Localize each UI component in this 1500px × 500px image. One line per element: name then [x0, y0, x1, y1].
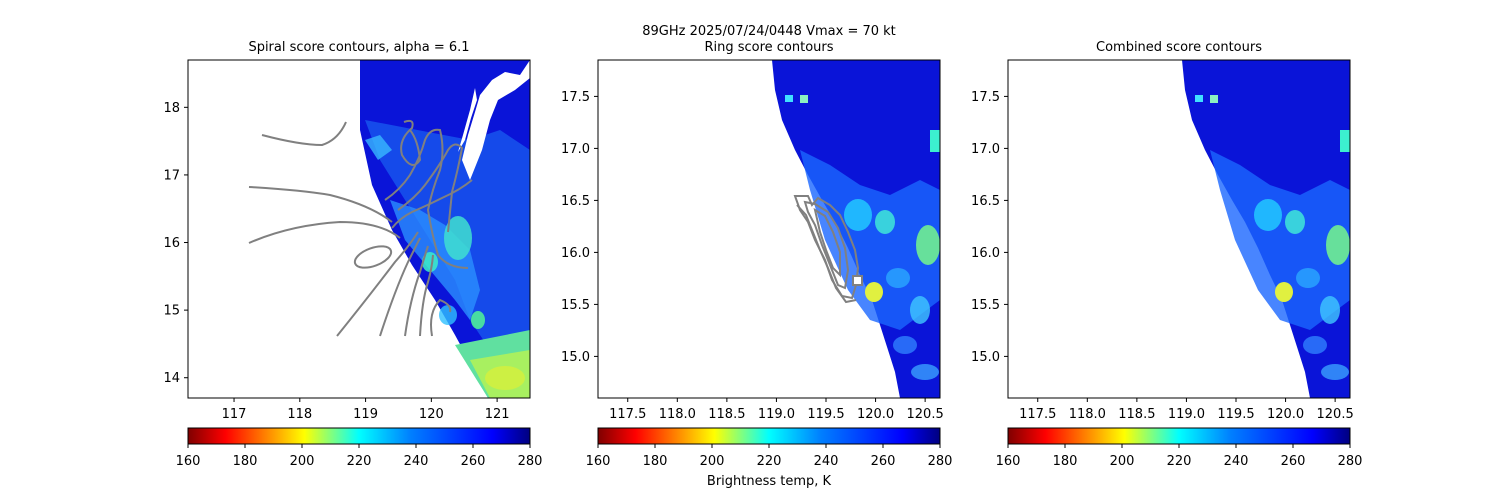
colorbar-gradient [597, 427, 941, 445]
panel-title: Combined score contours [1096, 40, 1262, 55]
panel-title: Spiral score contours, alpha = 6.1 [248, 40, 469, 55]
colorbar-tick-label: 280 [928, 454, 953, 469]
colorbar-tick-label: 260 [1281, 454, 1306, 469]
colorbar-tick-label: 280 [1338, 454, 1363, 469]
x-tick-label: 118.0 [659, 407, 696, 422]
colorbar-tick-label: 160 [586, 454, 611, 469]
y-tick-label: 17 [163, 168, 180, 183]
x-tick-label: 118.5 [1118, 407, 1155, 422]
colorbar-tick-label: 200 [290, 454, 315, 469]
colorbar-tick-label: 240 [404, 454, 429, 469]
colorbar-tick-label: 260 [871, 454, 896, 469]
colorbar-gradient [187, 427, 531, 445]
x-tick-label: 119.0 [1168, 407, 1205, 422]
heatmap-area [188, 60, 530, 398]
figure-suptitle: 89GHz 2025/07/24/0448 Vmax = 70 kt [642, 24, 896, 39]
x-tick-label: 121 [485, 407, 510, 422]
y-tick-label: 16 [163, 236, 180, 251]
y-tick-label: 16.0 [971, 246, 1000, 261]
colorbar-tick-label: 180 [1053, 454, 1078, 469]
y-tick-label: 17.5 [971, 90, 1000, 105]
colorbar-tick-label: 240 [1224, 454, 1249, 469]
y-tick-label: 17.5 [561, 90, 590, 105]
x-tick-label: 119.0 [758, 407, 795, 422]
colorbar-tick-label: 260 [461, 454, 486, 469]
axis-ticks: 117.5 118.0 118.5 119.0 119.5 120.0 120.5 15.0 1… [971, 90, 1354, 422]
x-tick-label: 117 [222, 407, 247, 422]
colorbar-tick-label: 220 [1167, 454, 1192, 469]
y-tick-label: 16.5 [561, 194, 590, 209]
colorbar-1: 160 180 200 220 240 260 280 [176, 427, 543, 469]
no-data-strip [462, 60, 530, 180]
x-tick-label: 117.5 [1019, 407, 1056, 422]
colorbar-tick-label: 220 [347, 454, 372, 469]
axes-frame [597, 59, 941, 399]
heatmap-area [1008, 60, 1350, 398]
panel-spiral: Spiral score contours, alpha = 6.1 [163, 40, 531, 422]
x-tick-label: 117.5 [609, 407, 646, 422]
colorbar-tick-label: 180 [643, 454, 668, 469]
y-tick-label: 18 [163, 101, 180, 116]
y-tick-label: 16.0 [561, 246, 590, 261]
axis-ticks: 117 118 119 120 121 14 15 16 17 18 [163, 101, 509, 422]
y-tick-label: 17.0 [971, 142, 1000, 157]
colorbar-tick-label: 200 [700, 454, 725, 469]
x-tick-label: 120.5 [1317, 407, 1354, 422]
panel-combined: Combined score contours 117.5 118.0 118.5 1… [971, 40, 1354, 422]
spiral-score-contours [248, 119, 473, 337]
y-tick-label: 16.5 [971, 194, 1000, 209]
colorbar-3: 160 180 200 220 240 260 280 [996, 427, 1363, 469]
heatmap-area [598, 60, 940, 398]
colorbar-tick-label: 160 [176, 454, 201, 469]
colorbar-label: Brightness temp, K [707, 474, 832, 489]
x-tick-label: 119.5 [807, 407, 844, 422]
colorbar-tick-label: 220 [757, 454, 782, 469]
x-tick-label: 118 [287, 407, 312, 422]
y-tick-label: 15.0 [561, 350, 590, 365]
y-tick-label: 15 [163, 304, 180, 319]
y-tick-label: 14 [163, 371, 180, 386]
axes-frame [187, 59, 531, 399]
y-tick-label: 17.0 [561, 142, 590, 157]
x-tick-label: 119 [353, 407, 378, 422]
colorbar-2: 160 180 200 220 240 260 280 Brightness temp, K [586, 427, 953, 489]
colorbar-tick-label: 280 [518, 454, 543, 469]
x-tick-label: 120.0 [1267, 407, 1304, 422]
x-tick-label: 120.5 [907, 407, 944, 422]
y-tick-label: 15.5 [971, 298, 1000, 313]
y-tick-label: 15.5 [561, 298, 590, 313]
colorbar-gradient [1007, 427, 1351, 445]
axes-frame [1007, 59, 1351, 399]
y-tick-label: 15.0 [971, 350, 1000, 365]
colorbar-tick-label: 160 [996, 454, 1021, 469]
colorbar-tick-label: 240 [814, 454, 839, 469]
panel-ring: Ring score contours [561, 40, 944, 422]
x-tick-label: 119.5 [1217, 407, 1254, 422]
panel-title: Ring score contours [704, 40, 833, 55]
x-tick-label: 120.0 [857, 407, 894, 422]
colorbar-tick-label: 180 [233, 454, 258, 469]
axis-ticks: 117.5 118.0 118.5 119.0 119.5 120.0 120.5 15.0 1… [561, 90, 944, 422]
x-tick-label: 120 [419, 407, 444, 422]
x-tick-label: 118.5 [708, 407, 745, 422]
center-marker [852, 275, 863, 286]
x-tick-label: 118.0 [1069, 407, 1106, 422]
colorbar-tick-label: 200 [1110, 454, 1135, 469]
